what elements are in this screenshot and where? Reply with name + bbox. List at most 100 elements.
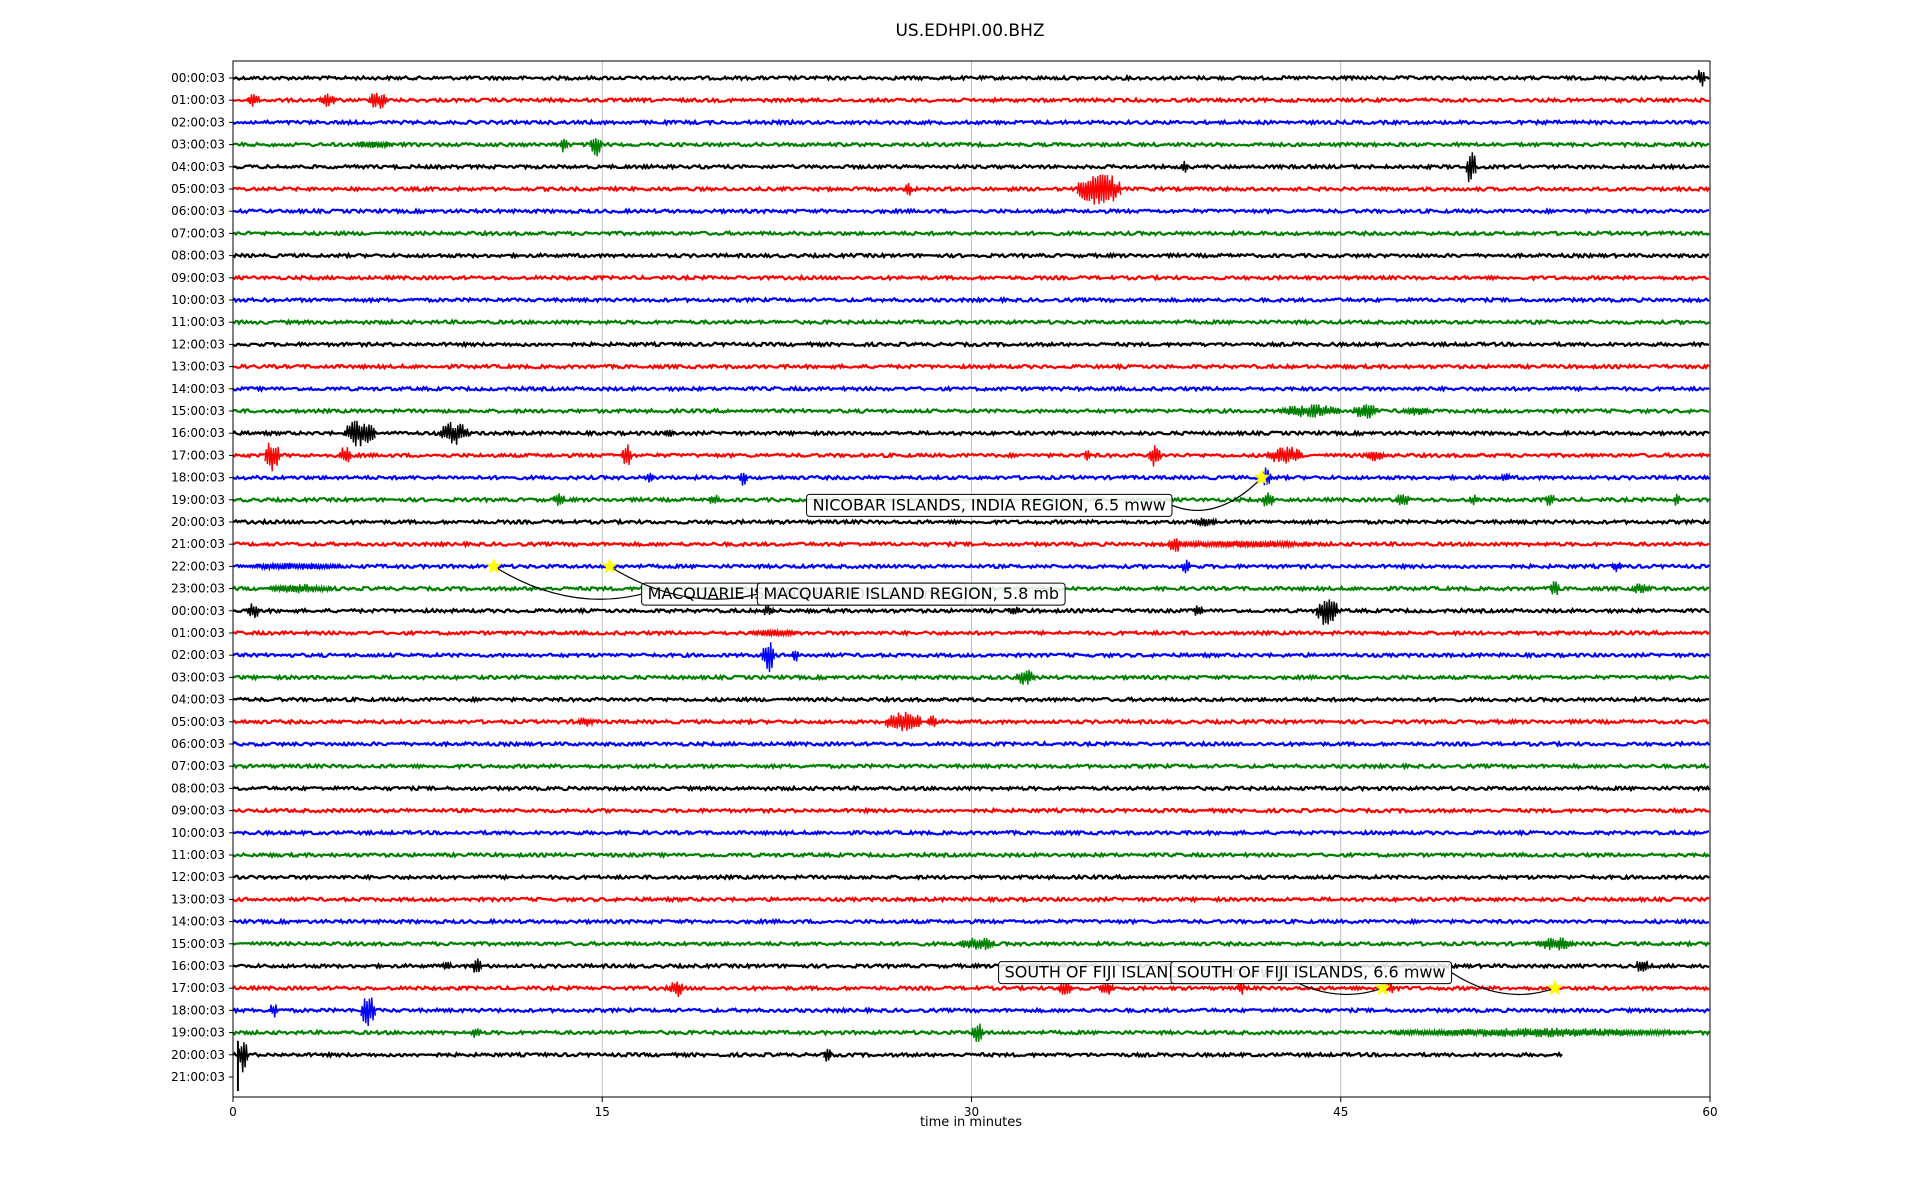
x-tick-label: 0	[229, 1105, 237, 1119]
y-tick-label: 12:00:03	[171, 870, 225, 884]
y-tick-label: 13:00:03	[171, 360, 225, 374]
seismic-bursts	[237, 70, 1706, 1073]
trace-row	[232, 385, 1710, 393]
event-label-box	[1170, 961, 1453, 985]
trace-row	[232, 828, 1710, 837]
trace-row	[232, 229, 1710, 238]
x-tick-label: 60	[1702, 1105, 1717, 1119]
event-star-icon	[1374, 979, 1391, 996]
event-label-text: MACQUARIE ISLAND REGION, 5.8 mb	[763, 584, 1059, 603]
trace-row	[232, 806, 1710, 815]
y-tick-label: 05:00:03	[171, 715, 225, 729]
event-annotation: SOUTH OF FIJI ISLANDS, 6.6 mww	[1170, 961, 1564, 996]
y-tick-label: 07:00:03	[171, 226, 225, 240]
trace-row	[232, 1050, 1563, 1059]
seismic-burst	[244, 561, 345, 572]
trace-row	[232, 962, 1710, 970]
trace-row	[232, 784, 1710, 793]
y-tick-label: 13:00:03	[171, 892, 225, 906]
seismic-burst	[1015, 669, 1036, 685]
plot-frame	[232, 60, 1711, 1098]
y-tick-label: 20:00:03	[171, 515, 225, 529]
seismic-burst	[884, 711, 922, 732]
y-tick-label: 00:00:03	[171, 71, 225, 85]
seismic-burst	[441, 960, 453, 970]
seismic-burst	[1167, 539, 1317, 550]
seismic-burst	[1148, 445, 1162, 467]
seismic-burst	[269, 583, 332, 594]
trace-row	[232, 739, 1710, 748]
y-tick-label: 16:00:03	[171, 959, 225, 973]
seismic-burst	[749, 627, 800, 639]
seismic-burst	[1180, 160, 1189, 173]
seismic-burst	[1352, 404, 1378, 419]
y-tick-label: 15:00:03	[171, 937, 225, 951]
seismic-burst	[707, 494, 721, 504]
seismic-burst	[1465, 152, 1477, 183]
trace-row	[232, 273, 1710, 282]
event-label-text: SOUTH OF FIJI ISLANDS, 6.6 mww	[1177, 963, 1446, 982]
x-axis-label: time in minutes	[920, 1115, 1022, 1130]
y-tick-label: 11:00:03	[171, 315, 225, 329]
trace-row	[232, 517, 1710, 526]
seismic-burst	[1315, 599, 1339, 625]
seismic-burst	[471, 958, 483, 973]
seismic-burst	[1167, 538, 1182, 552]
seismic-burst	[318, 93, 337, 107]
event-annotations: NICOBAR ISLANDS, INDIA REGION, 6.5 mww MA…	[485, 468, 1564, 996]
seismic-burst	[343, 420, 376, 447]
seismic-burst	[1537, 937, 1575, 951]
x-tick-label: 15	[595, 1105, 610, 1119]
y-tick-label: 17:00:03	[171, 448, 225, 462]
y-tick-label: 21:00:03	[171, 537, 225, 551]
seismic-burst	[1084, 450, 1091, 461]
trace-row	[232, 96, 1710, 105]
seismic-burst	[1610, 560, 1622, 573]
seismic-burst	[338, 447, 352, 463]
trace-row	[232, 185, 1710, 193]
event-star-icon	[1253, 468, 1271, 485]
x-tick-labels: 0 15 30 45 60	[229, 1097, 1718, 1119]
seismic-burst	[360, 997, 377, 1027]
y-tick-label: 20:00:03	[171, 1048, 225, 1062]
seismic-burst	[1076, 174, 1122, 205]
seismic-burst	[439, 422, 470, 445]
seismic-burst	[1057, 982, 1073, 995]
y-tick-label: 16:00:03	[171, 426, 225, 440]
event-star-icon	[1546, 979, 1564, 996]
seismic-burst	[739, 472, 748, 486]
trace-row	[233, 207, 1710, 216]
trace-row	[232, 695, 1710, 704]
seismic-burst	[1630, 583, 1652, 594]
trace-row	[232, 717, 1710, 726]
seismic-burst	[1278, 404, 1342, 418]
y-tick-label: 04:00:03	[171, 693, 225, 707]
chart-title: US.EDHPI.00.BHZ	[895, 21, 1044, 41]
trace-row	[232, 73, 1710, 82]
y-tick-label: 05:00:03	[171, 182, 225, 196]
y-tick-label: 19:00:03	[171, 493, 225, 507]
y-tick-label: 19:00:03	[171, 1026, 225, 1040]
seismic-burst	[1401, 406, 1432, 416]
event-annotation: MACQUARIE ISLAND REGION, 5.8 mb	[601, 557, 1066, 606]
y-tick-label: 07:00:03	[171, 759, 225, 773]
seismic-burst	[621, 444, 633, 465]
trace-row	[232, 251, 1709, 260]
seismic-burst	[761, 642, 775, 673]
seismic-burst	[1697, 70, 1706, 87]
y-tick-label: 08:00:03	[171, 249, 225, 263]
event-label-box	[756, 582, 1066, 606]
trace-row	[232, 540, 1710, 549]
y-tick-label: 21:00:03	[171, 1070, 225, 1084]
y-tick-label: 12:00:03	[171, 337, 225, 351]
event-annotation: NICOBAR ISLANDS, INDIA REGION, 6.5 mww	[806, 468, 1271, 517]
trace-row	[232, 1006, 1710, 1015]
trace-row	[232, 629, 1710, 637]
seismic-burst	[1261, 492, 1275, 507]
trace-row	[232, 362, 1710, 371]
seismic-burst	[1180, 559, 1191, 574]
y-tick-label: 15:00:03	[171, 404, 225, 418]
y-tick-label: 10:00:03	[171, 293, 225, 307]
y-tick-label: 14:00:03	[171, 915, 225, 929]
y-tick-label: 08:00:03	[171, 781, 225, 795]
